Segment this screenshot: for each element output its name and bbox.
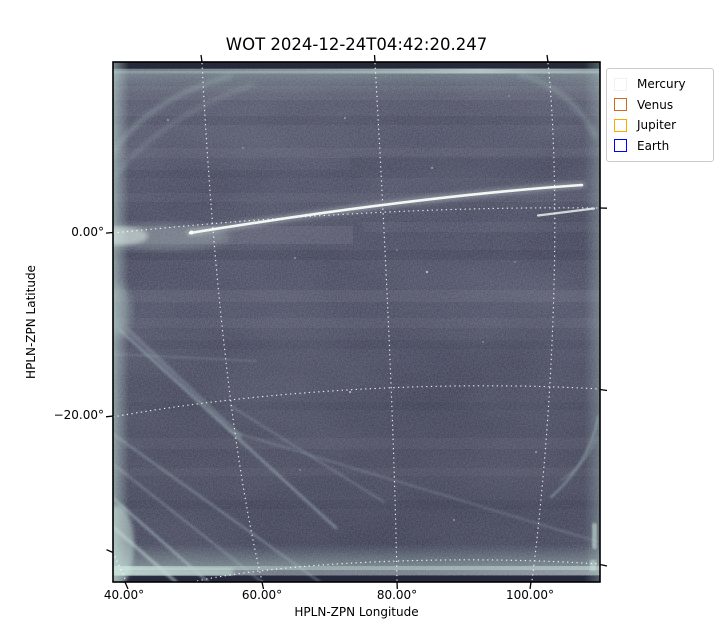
xtick-100 <box>529 581 532 590</box>
top-tick-60 <box>200 54 203 63</box>
axis-ticks <box>105 54 608 590</box>
venus-marker-icon <box>614 98 627 112</box>
right-tick-neg40 <box>599 563 608 567</box>
y-tick-label-0: 0.00° <box>71 225 104 239</box>
y-tick-label-neg20: −20.00° <box>53 408 104 422</box>
legend-item-mercury: Mercury <box>614 74 706 95</box>
xtick-60 <box>261 581 265 590</box>
streaks <box>113 327 600 582</box>
x-tick-label-40: 40.00° <box>103 588 145 602</box>
ytick-0 <box>105 231 114 234</box>
legend-label: Earth <box>637 138 670 153</box>
earth-marker-icon <box>614 139 627 153</box>
right-tick-neg20 <box>599 388 608 392</box>
jupiter-marker-icon <box>614 118 627 132</box>
gridline-lat-neg40 <box>196 559 600 582</box>
x-tick-label-60: 60.00° <box>241 588 283 602</box>
legend-label: Jupiter <box>637 118 677 133</box>
legend-label: Mercury <box>637 77 686 92</box>
legend: Mercury Venus Jupiter Earth <box>606 68 714 162</box>
mercury-marker-icon <box>614 77 627 91</box>
legend-item-venus: Venus <box>614 95 706 116</box>
legend-item-jupiter: Jupiter <box>614 115 706 136</box>
legend-label: Venus <box>637 97 674 112</box>
x-axis-label: HPLN-ZPN Longitude <box>294 605 419 619</box>
bright-trail <box>186 181 596 237</box>
short-trail <box>536 207 596 217</box>
grid-lines <box>113 62 600 582</box>
x-tick-label-100: 100.00° <box>506 588 554 602</box>
edge-glow <box>113 62 600 582</box>
plot-title: WOT 2024-12-24T04:42:20.247 <box>225 35 488 54</box>
ytick-lon40-crossing <box>106 549 114 554</box>
top-tick-80 <box>373 54 376 63</box>
banding <box>113 86 600 509</box>
top-tick-100 <box>546 54 549 63</box>
ytick-neg20 <box>105 415 114 418</box>
plot-image <box>113 62 600 582</box>
x-tick-label-80: 80.00° <box>376 588 418 602</box>
plot-spine <box>112 61 601 583</box>
gridline-lon-40 <box>113 551 127 582</box>
gridline-lat-neg20 <box>113 385 600 418</box>
star-specks <box>167 95 537 521</box>
y-axis-label: HPLN-ZPN Latitude <box>24 265 38 379</box>
xtick-40 <box>124 581 129 590</box>
legend-item-earth: Earth <box>614 136 706 157</box>
gridline-lat-0 <box>113 207 600 234</box>
